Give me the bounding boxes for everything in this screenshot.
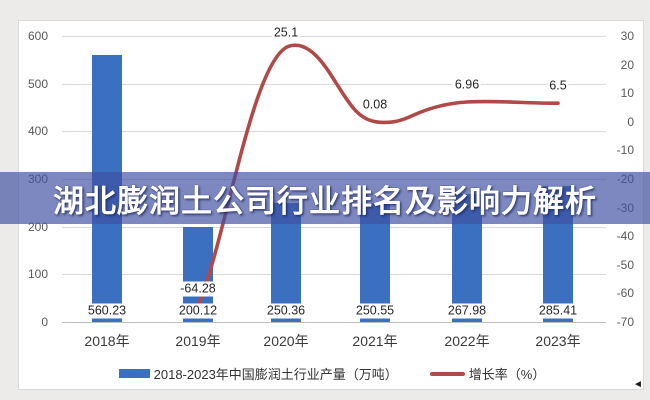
bar-value-label-2020年: 250.36	[264, 303, 308, 319]
growth-value-label-2022年: 6.96	[452, 77, 482, 93]
bar-value-label-2019年: 200.12	[176, 303, 220, 319]
right-axis-tick-20: 20	[620, 57, 634, 72]
legend-label-production: 2018-2023年中国膨润土行业产量（万吨）	[153, 367, 398, 382]
page-title: 湖北膨润土公司行业排名及影响力解析	[53, 183, 597, 219]
bar-value-label-2023年: 285.41	[536, 303, 580, 319]
x-axis-label-2020年: 2020年	[263, 333, 309, 349]
gridline-400	[62, 131, 606, 133]
right-axis-tick--60: -60	[616, 286, 634, 301]
bar-value-label-2022年: 267.98	[445, 303, 489, 319]
title-overlay-band: 湖北膨润土公司行业排名及影响力解析	[0, 172, 650, 224]
legend: 2018-2023年中国膨润土行业产量（万吨） 增长率（%）	[19, 364, 645, 383]
growth-value-label-2021年: 0.08	[360, 97, 390, 113]
legend-label-growth-rate: 增长率（%）	[468, 367, 546, 382]
x-axis-label-2023年: 2023年	[535, 333, 581, 349]
gridline-500	[62, 83, 606, 85]
growth-value-label-2019年: -64.28	[178, 281, 218, 297]
left-axis-tick-0: 0	[41, 315, 48, 329]
gridline-200	[62, 226, 606, 228]
x-axis-label-2022年: 2022年	[444, 333, 490, 349]
bar-value-label-2018年: 560.23	[85, 303, 129, 319]
right-axis-tick--40: -40	[616, 229, 634, 244]
right-axis-tick--50: -50	[616, 257, 634, 272]
line-series-swatch-icon	[429, 371, 465, 376]
legend-item-growth-rate: 增长率（%）	[429, 364, 546, 383]
left-axis-tick-500: 500	[27, 76, 48, 91]
bar-series-swatch-icon	[118, 369, 150, 378]
right-axis-tick-30: 30	[620, 29, 634, 43]
left-axis-tick-600: 600	[27, 29, 48, 43]
x-axis-label-2019年: 2019年	[175, 333, 221, 349]
gridline-0	[62, 322, 606, 323]
growth-value-label-2020年: 25.1	[271, 25, 301, 41]
legend-item-production: 2018-2023年中国膨润土行业产量（万吨）	[118, 364, 398, 383]
left-axis-tick-100: 100	[27, 267, 48, 282]
mouse-cursor-icon: ◄	[633, 379, 643, 390]
x-axis-label-2018年: 2018年	[84, 333, 130, 349]
right-axis-tick--10: -10	[616, 143, 634, 158]
bar-value-label-2021年: 250.55	[353, 303, 397, 319]
right-axis-tick-10: 10	[620, 86, 634, 101]
growth-value-label-2023年: 6.5	[547, 78, 569, 94]
right-axis-tick--70: -70	[616, 315, 634, 329]
x-axis-label-2021年: 2021年	[352, 333, 398, 349]
gridline-600	[62, 36, 606, 37]
left-axis-tick-400: 400	[27, 124, 48, 139]
gridline-100	[62, 274, 606, 276]
right-axis-tick-0: 0	[627, 114, 634, 129]
